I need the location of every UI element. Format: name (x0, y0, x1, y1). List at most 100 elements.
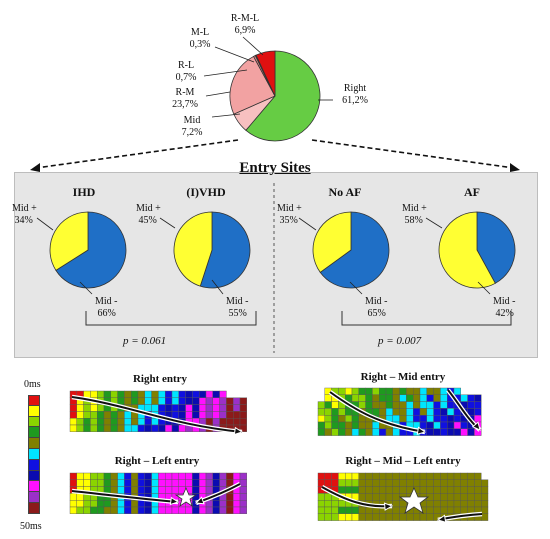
map-cell (192, 506, 200, 515)
map-cell (440, 472, 448, 481)
map-cell (385, 394, 394, 402)
map-cell (351, 472, 360, 481)
arrow-head (233, 426, 244, 436)
map-cell (164, 486, 173, 494)
map-cell (358, 387, 366, 396)
map-cell (124, 479, 132, 487)
map-cell (324, 401, 332, 409)
map-cell (212, 397, 220, 405)
map-cell (345, 428, 353, 436)
map-cell (96, 390, 105, 399)
scale-swatch (28, 438, 40, 449)
map-cell (467, 493, 475, 501)
map-cell (192, 404, 200, 412)
pie-slice-mid (319, 211, 390, 289)
map-cell (385, 408, 394, 416)
map-cell (379, 428, 387, 436)
map-cell (185, 472, 193, 481)
scale-top-label: 0ms (24, 379, 41, 390)
scale-swatch (28, 502, 40, 514)
map-cell (433, 421, 441, 430)
pie-no-af-slices (312, 211, 390, 289)
title-ihd: IHD (72, 185, 96, 199)
map-cell (226, 500, 234, 508)
map-cell (440, 479, 448, 487)
map-cell (205, 404, 214, 412)
map-cell (185, 404, 193, 412)
map-cell (392, 486, 400, 494)
map-cell (130, 486, 139, 494)
map-cell (90, 411, 98, 419)
map-cell (447, 500, 455, 508)
map-cell (358, 506, 366, 515)
map-cell (117, 506, 125, 515)
map-cell (453, 387, 462, 396)
map-cell (324, 500, 332, 508)
map-cell (453, 500, 462, 508)
map-cell (338, 500, 346, 508)
map-cell (317, 408, 326, 416)
map-cell (358, 472, 366, 481)
map-cell (151, 479, 159, 487)
map-cell (124, 506, 132, 515)
map-cell (372, 486, 380, 494)
map-cell (338, 486, 346, 494)
map-cell (117, 418, 125, 426)
entry-sites-title: Entry Sites (239, 160, 311, 176)
map-cell (365, 486, 373, 494)
map-cell (406, 387, 414, 396)
pie-slice-mid (476, 211, 516, 284)
map-cell (358, 493, 366, 501)
map-cell (96, 500, 105, 508)
map-cell (96, 424, 105, 433)
map-cell (239, 472, 248, 481)
map-cell (440, 408, 448, 416)
map-cell (185, 411, 193, 419)
map-cell (345, 387, 353, 396)
map-cell (212, 404, 220, 412)
map-cell (433, 408, 441, 416)
map-cell (164, 397, 173, 405)
map-cell (117, 500, 125, 508)
map-cell (178, 397, 186, 405)
map-cell (317, 472, 326, 481)
scale-swatch (28, 416, 40, 428)
map-cell (171, 506, 180, 515)
map-cell (406, 479, 414, 487)
map-cell (324, 408, 332, 416)
arrow-head (194, 496, 205, 505)
map-cell (96, 506, 105, 515)
map-cell (419, 401, 428, 409)
map-cell (130, 506, 139, 515)
map-cell (392, 394, 400, 402)
map-cell (372, 513, 380, 521)
map-cell (474, 479, 482, 487)
map-cell (324, 428, 332, 436)
map-cell (460, 394, 468, 402)
map-cell (212, 479, 220, 487)
map-cell (198, 479, 207, 487)
map-cell (447, 472, 455, 481)
map-cell (345, 486, 353, 494)
map-cell (103, 479, 112, 487)
pie-slice-mid (55, 211, 127, 289)
map-cell (345, 472, 353, 481)
map-cell (205, 479, 214, 487)
map-cell (385, 513, 394, 521)
map-cell (219, 479, 227, 487)
map-cell (137, 486, 146, 494)
map-cell (481, 513, 489, 521)
map-cell (399, 415, 407, 423)
map-cell (324, 506, 332, 515)
map-cell (324, 472, 332, 481)
map-cell (226, 472, 234, 481)
map-cell (124, 397, 132, 405)
map-cell (467, 479, 475, 487)
map-cell (103, 500, 112, 508)
map-cell (351, 421, 360, 430)
map-cell (338, 472, 346, 481)
map-cell (192, 486, 200, 494)
map-cell (69, 404, 78, 412)
map-cell (83, 500, 91, 508)
map-cell (460, 486, 468, 494)
